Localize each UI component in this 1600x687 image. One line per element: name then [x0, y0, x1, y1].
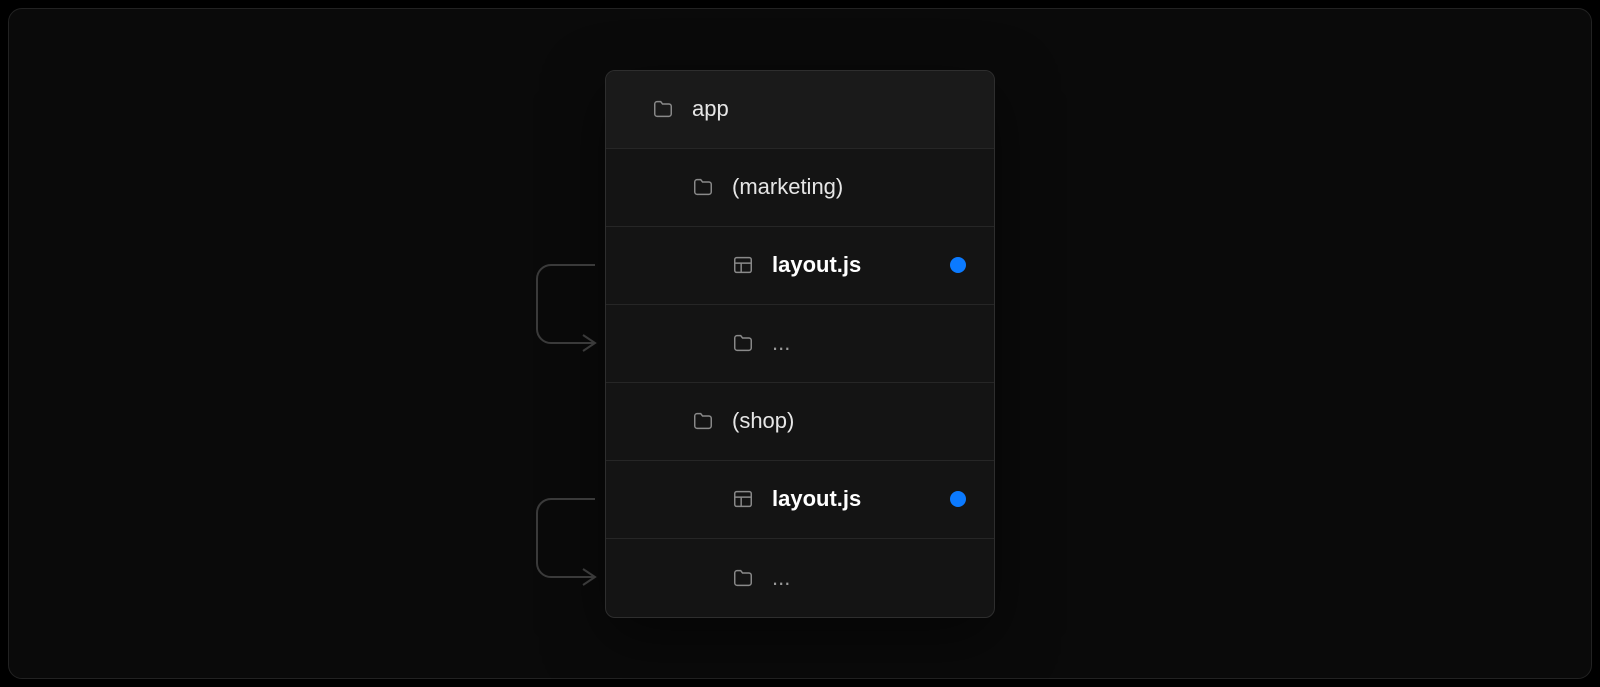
root-label: app: [692, 96, 966, 122]
layout-icon: [732, 488, 754, 510]
modified-dot: [950, 257, 966, 273]
tree-row-file[interactable]: layout.js: [606, 461, 994, 539]
tree-row-group-folder[interactable]: (marketing): [606, 149, 994, 227]
file-label: layout.js: [772, 486, 932, 512]
tree-row-group-folder[interactable]: (shop): [606, 383, 994, 461]
group-folder-label: (marketing): [732, 174, 966, 200]
diagram-frame: app (marketing) layout.js: [8, 8, 1592, 679]
folder-icon: [692, 176, 714, 198]
rest-label: ...: [772, 330, 966, 356]
tree-row-root[interactable]: app: [606, 71, 994, 149]
relation-arrows: [495, 70, 605, 616]
tree-row-rest[interactable]: ...: [606, 305, 994, 383]
diagram-center: app (marketing) layout.js: [605, 70, 995, 618]
folder-icon: [692, 410, 714, 432]
folder-icon: [732, 332, 754, 354]
file-tree: app (marketing) layout.js: [605, 70, 995, 618]
folder-icon: [732, 567, 754, 589]
file-label: layout.js: [772, 252, 932, 278]
layout-icon: [732, 254, 754, 276]
rest-label: ...: [772, 565, 966, 591]
tree-row-file[interactable]: layout.js: [606, 227, 994, 305]
folder-icon: [652, 98, 674, 120]
group-folder-label: (shop): [732, 408, 966, 434]
modified-dot: [950, 491, 966, 507]
tree-row-rest[interactable]: ...: [606, 539, 994, 617]
